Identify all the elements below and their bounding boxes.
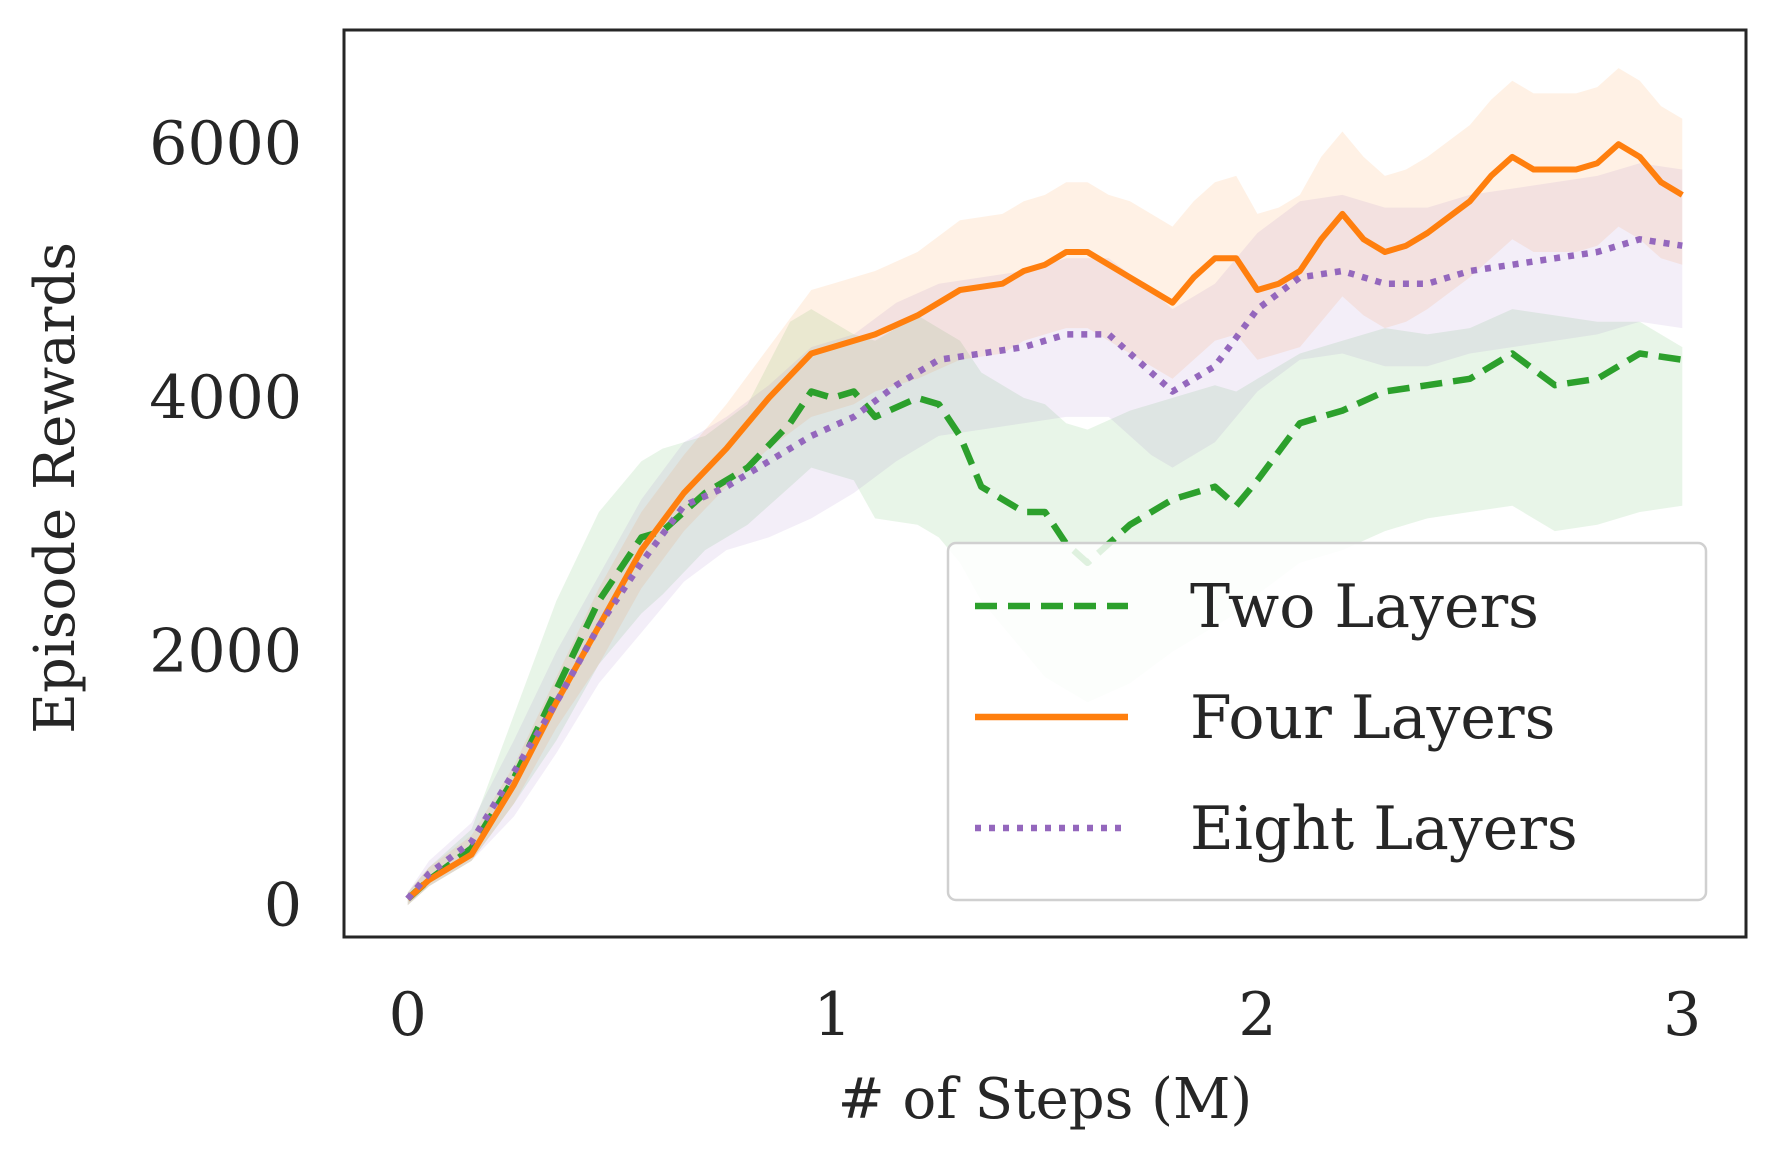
y-tick-labels: 0 2000 4000 6000 bbox=[149, 109, 302, 940]
line-four-layers bbox=[405, 141, 1684, 902]
x-tick-label: 1 bbox=[813, 980, 851, 1050]
legend-frame bbox=[946, 541, 1708, 902]
plot-frame bbox=[342, 28, 1748, 939]
x-tick-label: 0 bbox=[389, 980, 427, 1050]
legend: Two Layers Four Layers Eight Layers bbox=[946, 541, 1708, 902]
legend-label-eight-layers: Eight Layers bbox=[1190, 794, 1578, 864]
y-tick-label: 2000 bbox=[149, 617, 302, 687]
y-tick-label: 6000 bbox=[149, 109, 302, 179]
x-tick-label: 2 bbox=[1238, 980, 1276, 1050]
series-lines bbox=[405, 141, 1684, 902]
legend-label-four-layers: Four Layers bbox=[1190, 683, 1555, 753]
y-axis-label: Episode Rewards bbox=[23, 242, 88, 734]
y-tick-label: 4000 bbox=[149, 363, 302, 433]
legend-label-two-layers: Two Layers bbox=[1190, 572, 1539, 642]
x-tick-labels: 0 1 2 3 bbox=[389, 980, 1702, 1050]
x-tick-label: 3 bbox=[1663, 980, 1701, 1050]
line-two-layers bbox=[405, 350, 1683, 902]
x-axis-label: # of Steps (M) bbox=[838, 1067, 1252, 1132]
line-eight-layers bbox=[405, 236, 1683, 901]
band-eight-layers bbox=[407, 163, 1683, 906]
y-tick-label: 0 bbox=[264, 870, 302, 940]
